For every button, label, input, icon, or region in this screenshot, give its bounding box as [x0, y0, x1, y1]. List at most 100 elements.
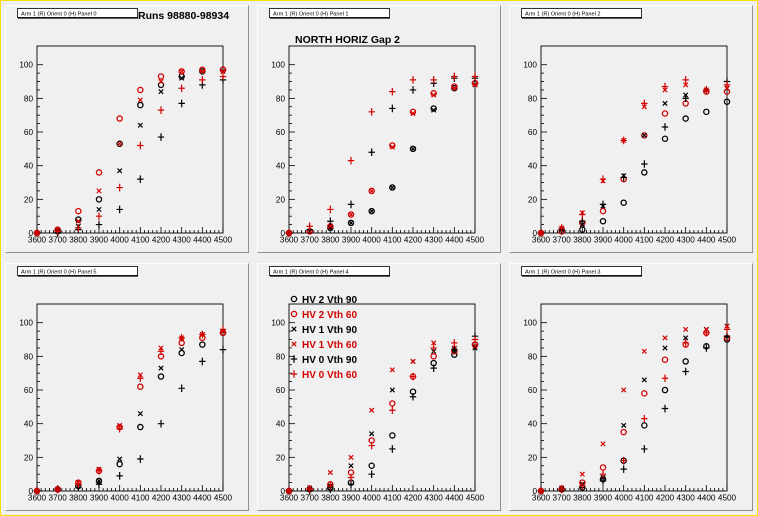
y-tick-label: 100	[19, 319, 33, 328]
data-point	[75, 207, 82, 215]
x-tick-label: 4200	[404, 236, 423, 245]
data-point	[75, 216, 82, 223]
chart-pad-5: Arm 1 (R) Orient 0 (H) Panel 3 0 20 40 60 80 1…	[509, 263, 753, 511]
data-point	[368, 148, 375, 157]
data-point	[451, 85, 457, 91]
series-5	[33, 325, 227, 495]
x-tick-label: 4500	[466, 494, 485, 503]
data-point	[199, 66, 206, 73]
y-tick-label: 40	[24, 162, 34, 171]
data-point	[179, 347, 185, 353]
y-tick-label: 40	[276, 420, 286, 429]
pad-background	[257, 263, 501, 511]
data-point	[117, 168, 123, 174]
data-point	[409, 145, 417, 153]
data-point	[389, 406, 396, 415]
x-tick-label: 3600	[280, 494, 299, 503]
chart-pad-4: Arm 1 (R) Orient 0 (H) Panel 4 0 20 40 60 80 1…	[257, 263, 501, 511]
x-tick-label: 4400	[445, 494, 464, 503]
data-point	[220, 68, 226, 75]
x-tick-label: 3700	[301, 236, 320, 245]
series-3	[286, 340, 478, 494]
data-point	[661, 82, 669, 91]
x-tick-label: 3700	[553, 494, 572, 503]
data-point	[430, 105, 437, 112]
plot-frame	[36, 45, 224, 234]
data-point	[641, 132, 648, 139]
data-point	[409, 76, 417, 84]
data-point	[199, 76, 206, 84]
y-tick-label: 80	[276, 94, 286, 103]
x-tick-label: 4300	[677, 494, 696, 503]
x-tick-label: 3800	[69, 494, 88, 503]
data-point	[95, 480, 103, 489]
data-point	[285, 487, 293, 495]
y-tick-label: 40	[276, 162, 286, 171]
chart-svg: Arm 1 (R) Orient 0 (H) Panel 4 0 20 40 60 80 1…	[257, 263, 501, 511]
data-point	[599, 207, 607, 215]
data-point	[137, 410, 143, 417]
data-point	[199, 330, 206, 339]
x-tick-label: 3700	[553, 236, 572, 245]
x-tick-label: 4000	[363, 236, 382, 245]
data-point	[347, 211, 355, 218]
x-tick-label: 3900	[342, 236, 361, 245]
x-tick-label: 4000	[615, 494, 634, 503]
data-point	[95, 196, 103, 203]
data-point	[579, 217, 586, 226]
data-point	[682, 339, 689, 347]
data-point	[620, 199, 627, 206]
data-point	[75, 480, 82, 489]
data-point	[579, 226, 586, 233]
data-point	[451, 345, 458, 354]
data-point	[683, 335, 689, 341]
x-tick-label: 4100	[635, 494, 654, 503]
data-point	[620, 136, 627, 145]
data-point	[137, 175, 144, 183]
x-tick-label: 4000	[111, 494, 130, 503]
x-tick-label: 3800	[69, 236, 88, 245]
data-point	[137, 455, 144, 463]
data-point	[157, 133, 165, 141]
data-point	[158, 365, 164, 371]
data-point	[137, 86, 144, 94]
data-point	[33, 229, 41, 237]
y-tick-label: 20	[528, 195, 538, 204]
data-point	[137, 383, 144, 390]
y-tick-label: 0	[280, 229, 285, 238]
x-tick-label: 4400	[697, 236, 716, 245]
data-point	[179, 68, 185, 75]
x-tick-label: 3900	[90, 494, 109, 503]
plot-frame	[36, 303, 224, 492]
y-tick-label: 100	[19, 61, 33, 70]
pad-bevel-dark	[5, 263, 249, 511]
data-point	[117, 456, 123, 462]
pad-bevel-dark	[257, 5, 501, 253]
legend-marker	[290, 310, 298, 318]
legend-label: HV 2 Vth 60	[302, 310, 357, 321]
data-point	[472, 343, 478, 349]
plot-frame	[540, 45, 728, 234]
data-point	[347, 200, 355, 209]
chart-title: Arm 1 (R) Orient 0 (H) Panel 5	[21, 270, 97, 276]
data-point	[430, 344, 437, 352]
data-point	[219, 66, 227, 73]
chart-pad-3: Arm 1 (R) Orient 0 (H) Panel 5 0 20 40 60 80 1…	[5, 263, 249, 511]
x-tick-label: 4300	[677, 236, 696, 245]
data-point	[620, 465, 627, 473]
legend-marker	[290, 355, 298, 363]
data-point	[369, 407, 375, 413]
data-point	[389, 400, 396, 407]
data-point	[471, 72, 479, 81]
x-tick-label: 4500	[466, 236, 485, 245]
data-point	[368, 187, 375, 195]
data-point	[137, 141, 144, 150]
legend-label: HV 1 Vth 90	[302, 325, 357, 336]
data-point	[368, 470, 375, 478]
data-point	[389, 432, 396, 439]
data-point	[703, 328, 710, 337]
pad-bevel-dark	[5, 5, 249, 253]
data-point	[33, 487, 41, 495]
legend-label: HV 1 Vth 60	[302, 340, 357, 351]
x-tick-label: 4500	[718, 236, 737, 245]
